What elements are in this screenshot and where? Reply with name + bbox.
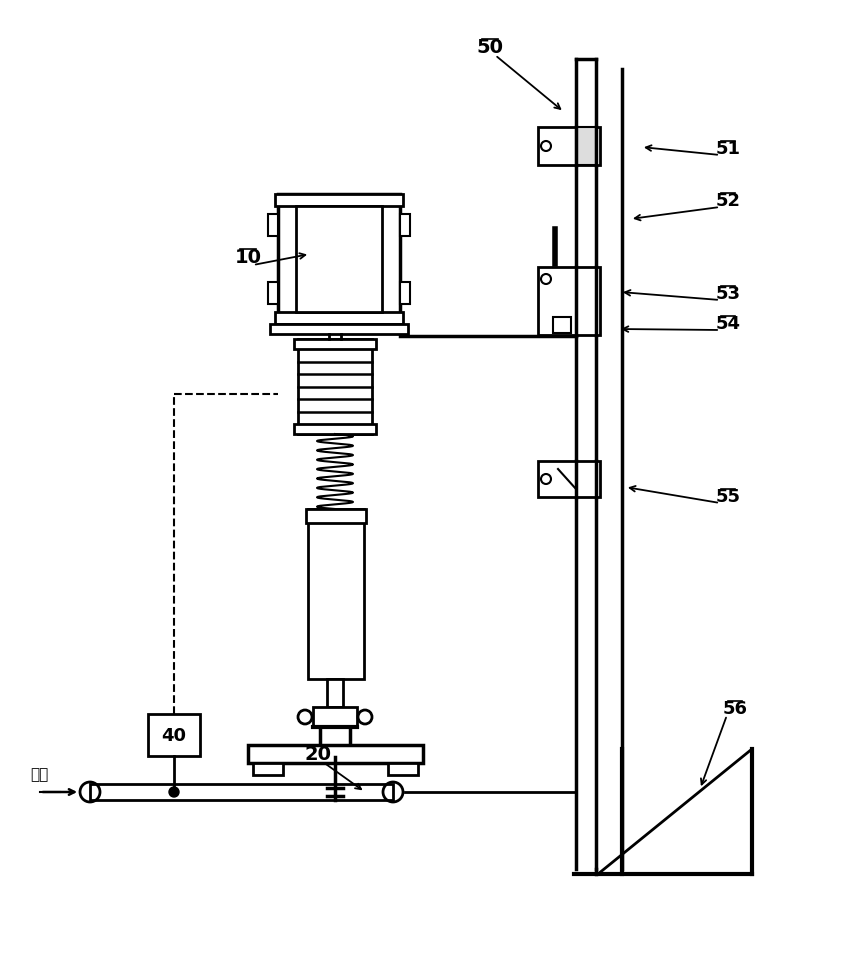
Text: 通气: 通气 (30, 767, 48, 781)
Bar (248, 745, 423, 763)
Circle shape (169, 787, 179, 797)
Bar (268, 283, 278, 305)
Bar (308, 510, 364, 680)
Bar (270, 325, 408, 334)
Bar (400, 215, 410, 237)
Bar (538, 128, 600, 166)
Bar (313, 707, 357, 728)
Text: 54: 54 (716, 315, 740, 333)
Text: 51: 51 (716, 140, 740, 157)
Bar (148, 714, 200, 756)
Bar (294, 424, 376, 434)
Bar (538, 462, 600, 498)
Bar (296, 206, 382, 313)
Bar (253, 763, 283, 776)
Text: 50: 50 (477, 38, 504, 57)
Text: 55: 55 (716, 487, 740, 506)
Bar (388, 763, 418, 776)
Text: 10: 10 (235, 247, 262, 267)
Bar (90, 784, 393, 800)
Bar (553, 318, 571, 333)
Bar (306, 510, 366, 523)
Bar (294, 339, 376, 350)
Bar (268, 215, 278, 237)
Bar (327, 680, 343, 707)
Text: 53: 53 (716, 285, 740, 302)
Bar (275, 313, 403, 325)
Bar (576, 128, 596, 166)
Text: 52: 52 (716, 192, 740, 210)
Bar (298, 339, 372, 434)
Text: 40: 40 (161, 727, 187, 744)
Text: 20: 20 (305, 744, 332, 763)
Bar (400, 283, 410, 305)
Bar (278, 195, 400, 325)
Bar (275, 195, 403, 206)
Bar (538, 268, 600, 335)
Text: 56: 56 (722, 699, 748, 717)
